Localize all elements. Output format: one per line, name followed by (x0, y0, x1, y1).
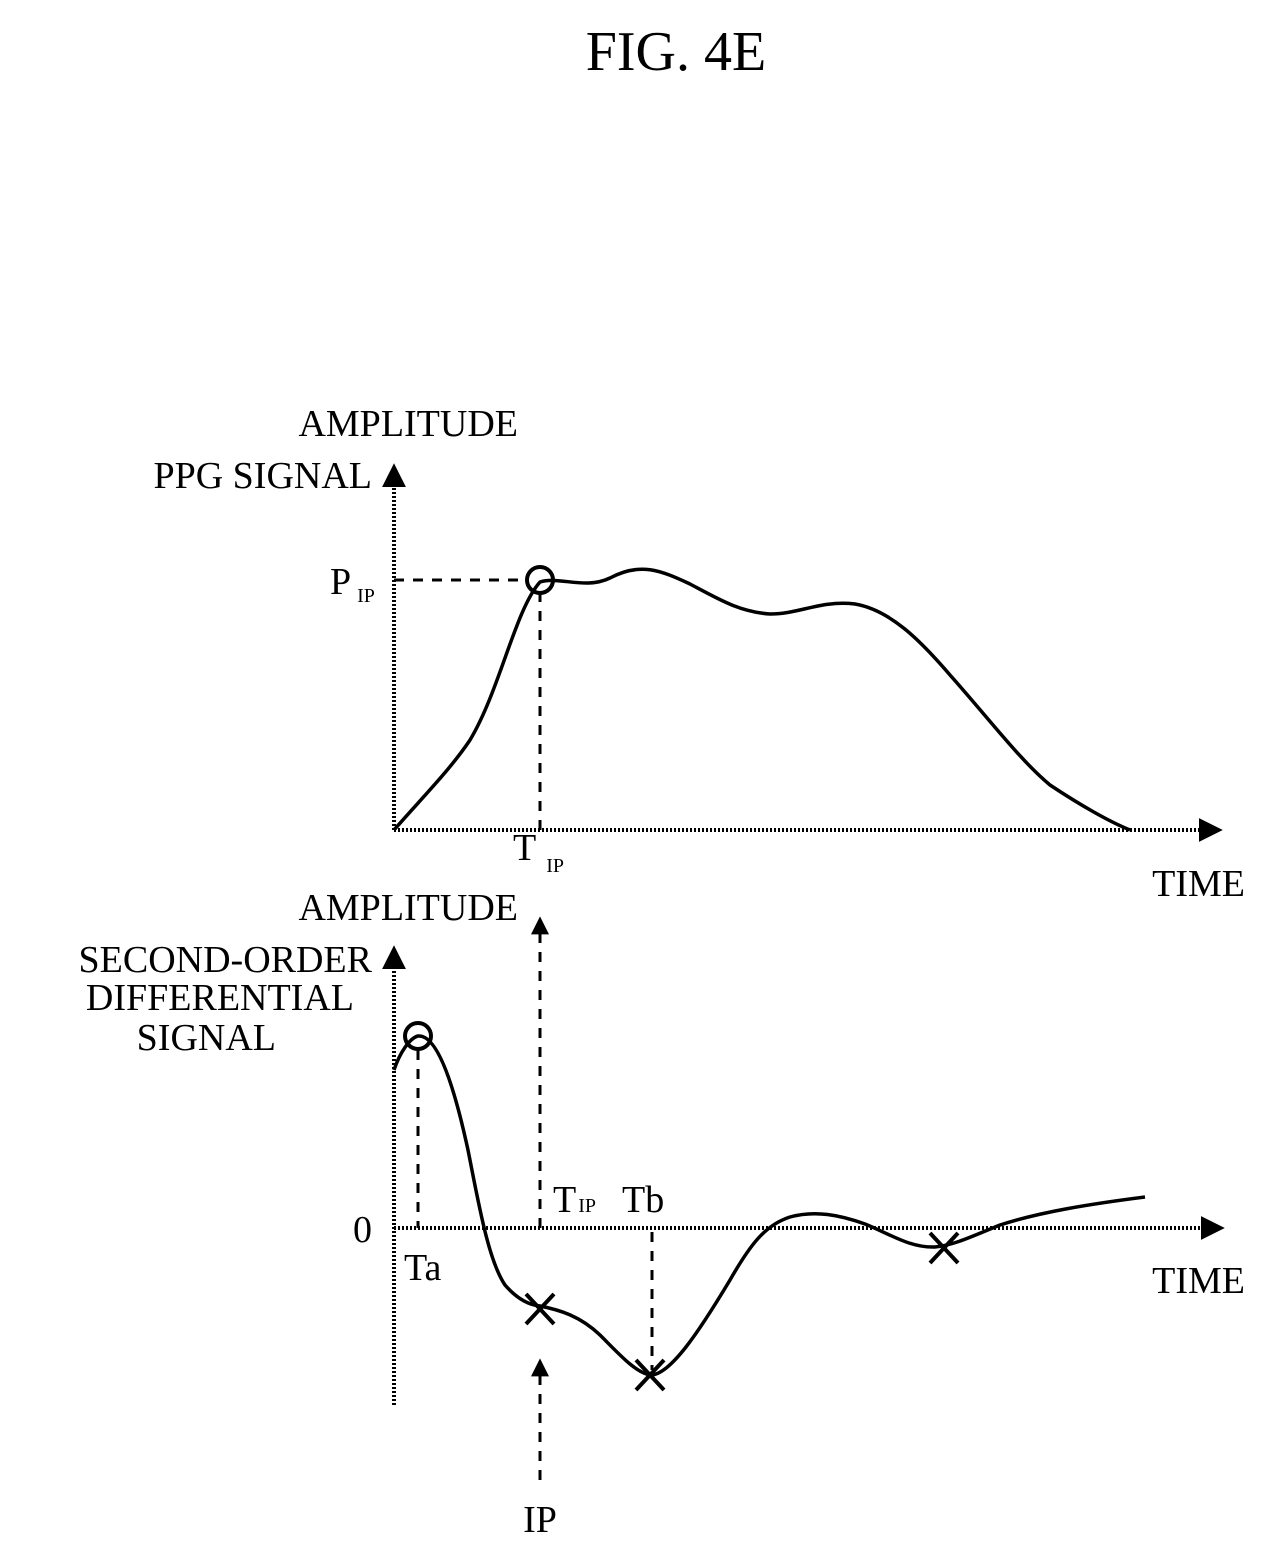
sdd-y-label-line2: DIFFERENTIAL (86, 977, 354, 1019)
figure-title: FIG. 4E (586, 21, 766, 83)
ppg-x-label: TIME (1152, 863, 1245, 905)
ppg-tip-label-sub: IP (546, 855, 564, 877)
sdd-tip-label: T IP (553, 1179, 596, 1221)
sdd-signal-curve (392, 1034, 1146, 1377)
sdd-y-label-line1: SECOND-ORDER (79, 939, 373, 981)
sdd-ta-label: Ta (404, 1247, 442, 1289)
sdd-zero-label: 0 (353, 1209, 372, 1251)
ppg-y-label-signal: PPG SIGNAL (153, 455, 372, 497)
sdd-y-label-line3: SIGNAL (137, 1017, 276, 1059)
sdd-x-label: TIME (1152, 1260, 1245, 1302)
sdd-peak-marker-circle (403, 1021, 433, 1051)
ppg-peak-marker-circle (525, 565, 555, 595)
ppg-y-label-amplitude: AMPLITUDE (298, 403, 518, 445)
ppg-peak-label: P IP (330, 561, 375, 607)
sdd-late-marker-x (928, 1231, 960, 1265)
sdd-tip-label-sub: IP (578, 1195, 596, 1217)
ppg-signal-curve (392, 567, 1131, 832)
sdd-y-label-amplitude: AMPLITUDE (298, 887, 518, 929)
sdd-tip-label-main: T (553, 1179, 576, 1221)
sdd-ip-label: IP (523, 1499, 557, 1541)
ppg-tip-label: T IP (513, 827, 564, 877)
second-derivative-graph: AMPLITUDE SECOND-ORDER DIFFERENTIAL SIGN… (79, 887, 1245, 1541)
ppg-graph: AMPLITUDE PPG SIGNAL P IP T IP TIME (153, 403, 1245, 905)
ppg-peak-label-sub: IP (357, 585, 375, 607)
ppg-tip-label-main: T (513, 827, 536, 869)
ppg-peak-label-main: P (330, 561, 351, 603)
sdd-tb-marker-x (634, 1358, 666, 1392)
sdd-ip-marker-x (524, 1292, 556, 1326)
sdd-tb-label: Tb (622, 1179, 664, 1221)
